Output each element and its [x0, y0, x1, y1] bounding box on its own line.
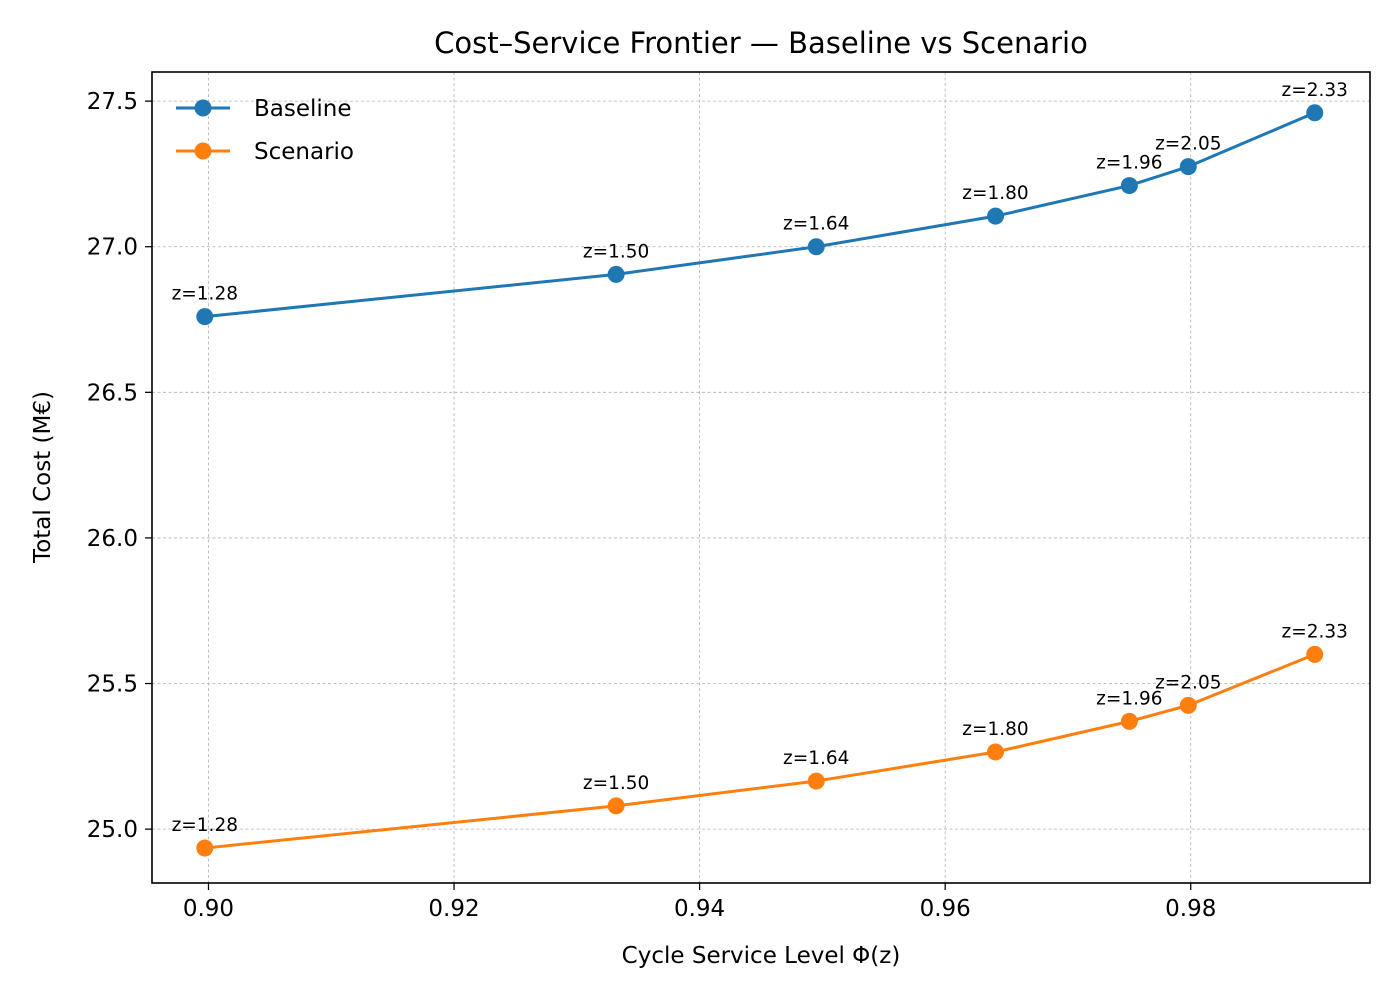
x-tick-label: 0.98 [1165, 896, 1216, 922]
legend-entry-scenario: Scenario [176, 139, 354, 165]
y-tick-label: 25.0 [87, 817, 138, 843]
point-label: z=1.50 [583, 241, 649, 262]
point-label: z=1.80 [962, 719, 1028, 740]
legend-entry-baseline: Baseline [176, 96, 352, 122]
point-label: z=2.33 [1282, 621, 1348, 642]
legend-marker [194, 99, 212, 117]
y-tick-label: 26.5 [87, 380, 138, 406]
y-axis-label: Total Cost (M€) [30, 391, 56, 564]
legend-marker [194, 142, 212, 160]
axis-ticks: 0.90 0.92 0.94 0.96 0.98 25.0 25.5 26.0 26.5 27.0… [87, 89, 1217, 922]
point-label: z=2.05 [1155, 134, 1221, 155]
data-point [1306, 645, 1324, 663]
point-label: z=1.50 [583, 773, 649, 794]
data-point [607, 265, 625, 283]
y-tick-label: 27.0 [87, 235, 138, 261]
chart-title: Cost–Service Frontier — Baseline vs Scen… [434, 26, 1088, 60]
data-point [807, 238, 825, 256]
x-tick-label: 0.94 [674, 896, 725, 922]
data-point [607, 797, 625, 815]
point-label: z=1.96 [1096, 153, 1162, 174]
legend-label: Baseline [254, 96, 352, 122]
series-baseline: z=1.28 z=1.50 z=1.64 z=1.80 z=1.96z=2.05 z=2.… [172, 80, 1348, 326]
y-tick-label: 27.5 [87, 89, 138, 115]
data-point [1306, 104, 1324, 122]
data-point [987, 743, 1005, 761]
plot-area-frame [151, 71, 1371, 884]
data-point [1120, 712, 1138, 730]
series-layer: z=1.28z=1.50z=1.64z=1.80z=1.96z=2.05z=2.… [172, 80, 1348, 857]
point-label: z=2.05 [1155, 672, 1221, 693]
data-point [807, 772, 825, 790]
point-label: z=1.96 [1096, 688, 1162, 709]
data-point [196, 839, 214, 857]
series-line-baseline [204, 111, 1316, 319]
point-label: z=1.64 [783, 748, 849, 769]
x-tick-label: 0.96 [920, 896, 971, 922]
y-tick-label: 26.0 [87, 526, 138, 552]
data-point [1120, 177, 1138, 195]
point-label: z=1.64 [783, 214, 849, 235]
legend: Baseline Scenario [176, 96, 354, 165]
grid-lines [152, 72, 1370, 883]
point-label: z=1.28 [172, 284, 238, 305]
data-point [1179, 696, 1197, 714]
point-label: z=1.28 [172, 815, 238, 836]
point-label: z=2.33 [1282, 80, 1348, 101]
y-tick-label: 25.5 [87, 672, 138, 698]
x-axis-label: Cycle Service Level Φ(z) [622, 943, 901, 969]
data-point [987, 207, 1005, 225]
x-tick-label: 0.90 [183, 896, 234, 922]
data-point [1179, 158, 1197, 176]
series-scenario: z=1.28 z=1.50 z=1.64 z=1.80 z=1.96z=2.05 z=2.… [172, 621, 1348, 857]
x-tick-label: 0.92 [428, 896, 479, 922]
legend-label: Scenario [254, 139, 354, 165]
point-label: z=1.80 [962, 183, 1028, 204]
data-point [196, 308, 214, 326]
